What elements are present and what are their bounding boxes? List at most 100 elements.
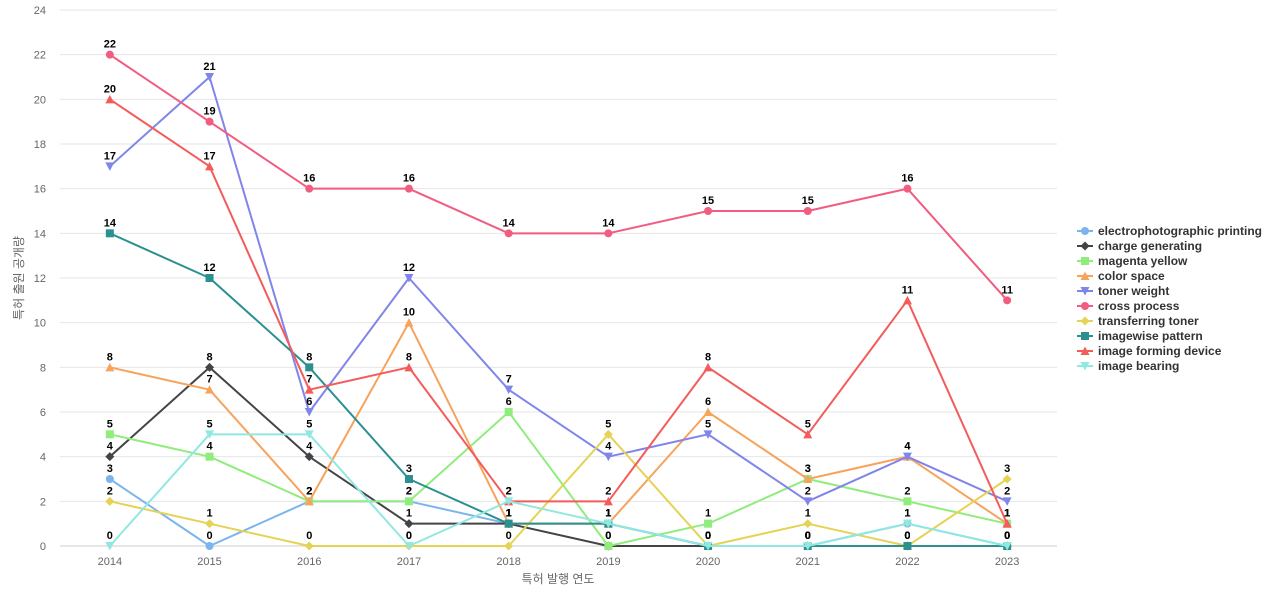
data-label: 1 [805, 508, 811, 520]
data-label: 1 [904, 508, 910, 520]
x-tick-label: 2016 [297, 556, 321, 568]
legend-label: transferring toner [1098, 314, 1199, 328]
legend-item[interactable]: color space [1077, 269, 1165, 283]
data-point [803, 207, 812, 215]
data-point [105, 50, 114, 59]
data-label: 0 [107, 530, 113, 542]
data-point [404, 542, 414, 551]
series-cross-process [105, 50, 1012, 305]
data-point [903, 497, 912, 506]
legend-item[interactable]: transferring toner [1077, 314, 1199, 328]
data-label: 4 [206, 441, 213, 453]
data-label: 1 [506, 508, 512, 520]
data-label: 1 [904, 508, 910, 520]
y-axis-title: 특허 출원 공개량 [12, 236, 26, 320]
x-axis-ticks: 2014 2015 2016 2017 2018 2019 2020 2021 2022 2023 [98, 556, 1020, 568]
legend-item[interactable]: toner weight [1077, 284, 1169, 298]
x-axis-title: 특허 발행 연도 [522, 571, 595, 586]
legend-marker [1081, 257, 1089, 265]
data-point [703, 407, 713, 416]
data-point [205, 542, 214, 550]
data-point [504, 541, 514, 551]
legend-label: charge generating [1098, 239, 1202, 253]
data-point [703, 430, 713, 439]
data-point [105, 542, 115, 551]
series-line-cross-process [109, 53, 1008, 301]
data-point [902, 519, 912, 529]
data-point [404, 362, 414, 372]
legend-item[interactable]: image bearing [1077, 359, 1179, 373]
data-label: 1 [605, 508, 611, 520]
series-line-magenta-yellow [109, 411, 1008, 547]
data-label: 8 [705, 351, 711, 363]
data-point [1003, 296, 1012, 305]
legend-item[interactable]: imagewise pattern [1077, 329, 1203, 343]
data-point [105, 362, 115, 372]
data-label: 0 [1004, 530, 1010, 542]
y-tick-label: 6 [40, 407, 46, 419]
data-point [704, 519, 713, 528]
data-label: 2 [605, 485, 611, 497]
data-point [504, 497, 514, 506]
legend-marker [1080, 362, 1090, 371]
data-label: 0 [705, 530, 711, 542]
data-label: 0 [805, 530, 811, 542]
legend-item[interactable]: image forming device [1077, 344, 1222, 358]
data-point [603, 519, 613, 529]
data-label: 2 [506, 485, 512, 497]
data-point [205, 117, 214, 126]
legend-marker [1080, 241, 1090, 251]
legend-marker [1081, 332, 1089, 340]
x-tick-label: 2017 [397, 556, 421, 568]
legend-label: image forming device [1098, 344, 1222, 358]
data-point [304, 496, 314, 506]
data-point [603, 496, 613, 506]
data-point [704, 207, 713, 215]
x-tick-label: 2020 [696, 556, 720, 568]
data-label: 1 [206, 508, 212, 520]
y-tick-label: 16 [34, 184, 46, 196]
legend-item[interactable]: charge generating [1077, 239, 1202, 253]
data-label: 2 [506, 485, 512, 497]
data-label: 2 [805, 485, 811, 497]
y-tick-label: 12 [34, 273, 46, 285]
legend-item[interactable]: electrophotographic printing [1077, 224, 1262, 238]
data-label: 15 [802, 195, 814, 207]
data-point [404, 318, 414, 327]
data-label: 1 [1004, 508, 1010, 520]
data-label: 3 [406, 463, 412, 475]
data-point [803, 542, 813, 551]
data-point [404, 475, 413, 483]
data-label: 1 [506, 508, 512, 520]
data-label: 1 [1004, 508, 1010, 520]
data-label: 4 [605, 441, 612, 453]
data-label: 14 [602, 217, 615, 229]
data-point [304, 385, 314, 394]
y-tick-label: 20 [34, 94, 46, 106]
legend-item[interactable]: cross process [1077, 299, 1180, 313]
data-point [304, 541, 314, 551]
data-label: 1 [506, 508, 512, 520]
legend-label: electrophotographic printing [1098, 224, 1262, 238]
legend-label: toner weight [1098, 284, 1169, 298]
data-point [105, 475, 114, 483]
legend-item[interactable]: magenta yellow [1077, 254, 1188, 268]
data-point [205, 73, 215, 82]
data-label: 16 [901, 173, 913, 185]
y-tick-label: 24 [34, 5, 46, 17]
data-label: 16 [403, 173, 415, 185]
data-point [205, 519, 215, 529]
data-label: 8 [406, 351, 412, 363]
data-label: 1 [605, 508, 611, 520]
data-point [205, 385, 215, 394]
y-tick-label: 14 [34, 228, 46, 240]
data-label: 7 [306, 374, 312, 386]
data-label: 4 [904, 441, 911, 453]
data-point [1002, 474, 1012, 484]
data-label: 0 [506, 530, 512, 542]
data-point [105, 452, 115, 462]
data-label: 20 [104, 83, 116, 95]
data-point [803, 497, 813, 506]
data-point [205, 362, 215, 372]
